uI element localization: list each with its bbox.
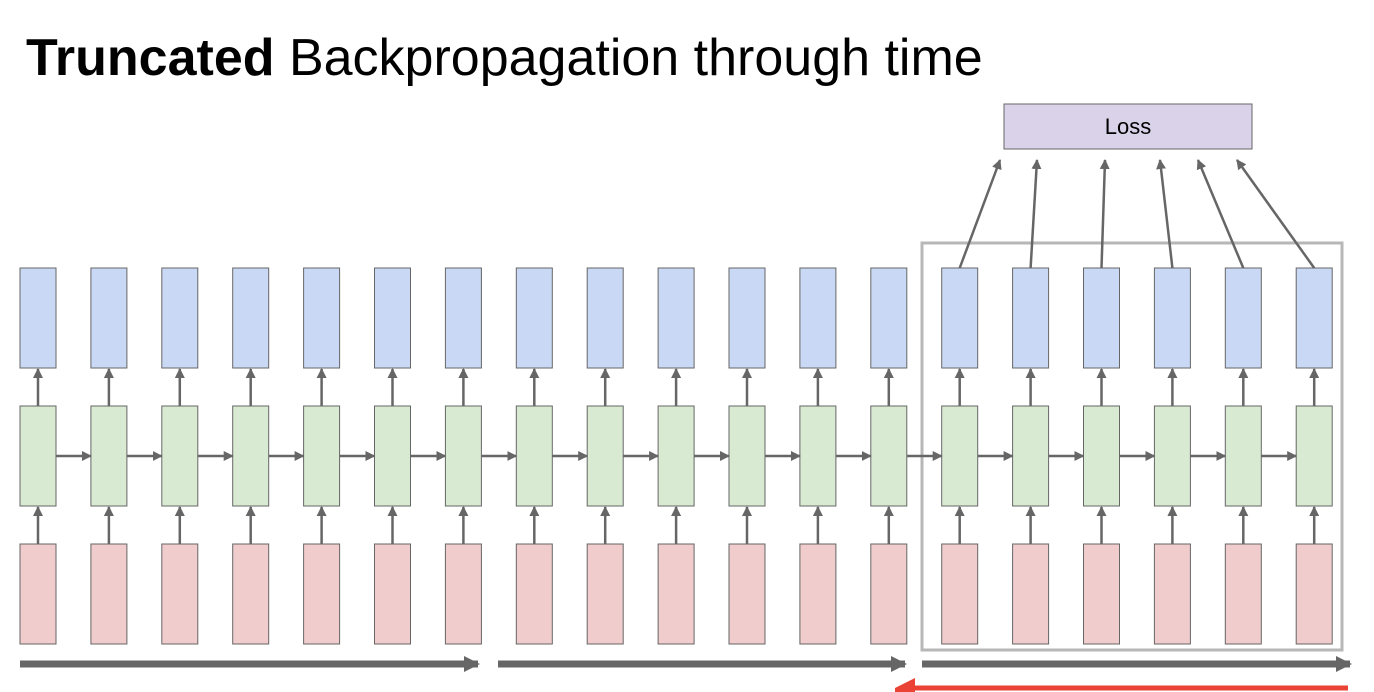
slide-title: Truncated Backpropagation through time [26,26,983,90]
backward-pass-arrow-head [895,678,915,692]
backward-pass-arrow [895,678,1348,692]
hidden-cell [1224,405,1262,507]
input-cell [657,543,695,645]
input-cell [19,543,57,645]
loss-node: Loss [1003,103,1253,150]
output-to-loss-arrow [1029,159,1042,269]
hidden-cell [1295,405,1333,507]
output-cell [1012,267,1050,369]
hidden-cell [728,405,766,507]
loss-label: Loss [1105,114,1151,139]
output-cell [303,267,341,369]
input-cell [1224,543,1262,645]
output-cell [161,267,199,369]
input-cell [586,543,624,645]
output-cell [941,267,979,369]
rnn-arrows [33,368,1320,544]
output-cell [1083,267,1120,369]
hidden-cell [515,405,553,507]
hidden-cell [303,405,341,507]
hidden-cell [799,405,837,507]
hidden-cell [374,405,411,507]
input-cell [941,543,979,645]
output-cell [444,267,482,369]
hidden-cell [1083,405,1120,507]
input-cell [1153,543,1191,645]
input-cell [1295,543,1333,645]
loss-arrows [958,159,1316,269]
input-cell [1012,543,1050,645]
output-cell [374,267,411,369]
input-cell [799,543,837,645]
hidden-cell [444,405,482,507]
input-cell [90,543,128,645]
output-cell [19,267,57,369]
hidden-cell [90,405,128,507]
input-cell [870,543,908,645]
output-cell [870,267,908,369]
title-rest: Backpropagation through time [274,29,983,87]
input-cell [232,543,270,645]
hidden-cell [19,405,57,507]
hidden-cell [657,405,695,507]
truncation-window-box [920,241,1344,652]
output-to-loss-arrow [1196,159,1245,269]
input-cell [515,543,553,645]
hidden-cell [232,405,270,507]
input-cell [444,543,482,645]
input-cell [374,543,411,645]
output-cell [657,267,695,369]
input-cell [161,543,199,645]
output-cell [515,267,553,369]
loss-box [1003,103,1253,150]
hidden-cell [1153,405,1191,507]
output-cell [232,267,270,369]
input-cell [1083,543,1120,645]
output-cell [90,267,128,369]
input-cell [728,543,766,645]
hidden-cell [586,405,624,507]
hidden-cell [1012,405,1050,507]
rnn-cells [19,267,1333,645]
hidden-cell [870,405,908,507]
output-to-loss-arrow [1235,159,1316,269]
output-cell [1295,267,1333,369]
output-cell [586,267,624,369]
input-cell [303,543,341,645]
output-cell [1153,267,1191,369]
output-to-loss-arrow [1156,159,1174,269]
hidden-cell [941,405,979,507]
title-bold-word: Truncated [26,29,275,87]
hidden-cell [161,405,199,507]
output-cell [799,267,837,369]
output-cell [1224,267,1262,369]
output-to-loss-arrow [1099,159,1110,269]
output-cell [728,267,766,369]
output-to-loss-arrow [958,159,1002,269]
